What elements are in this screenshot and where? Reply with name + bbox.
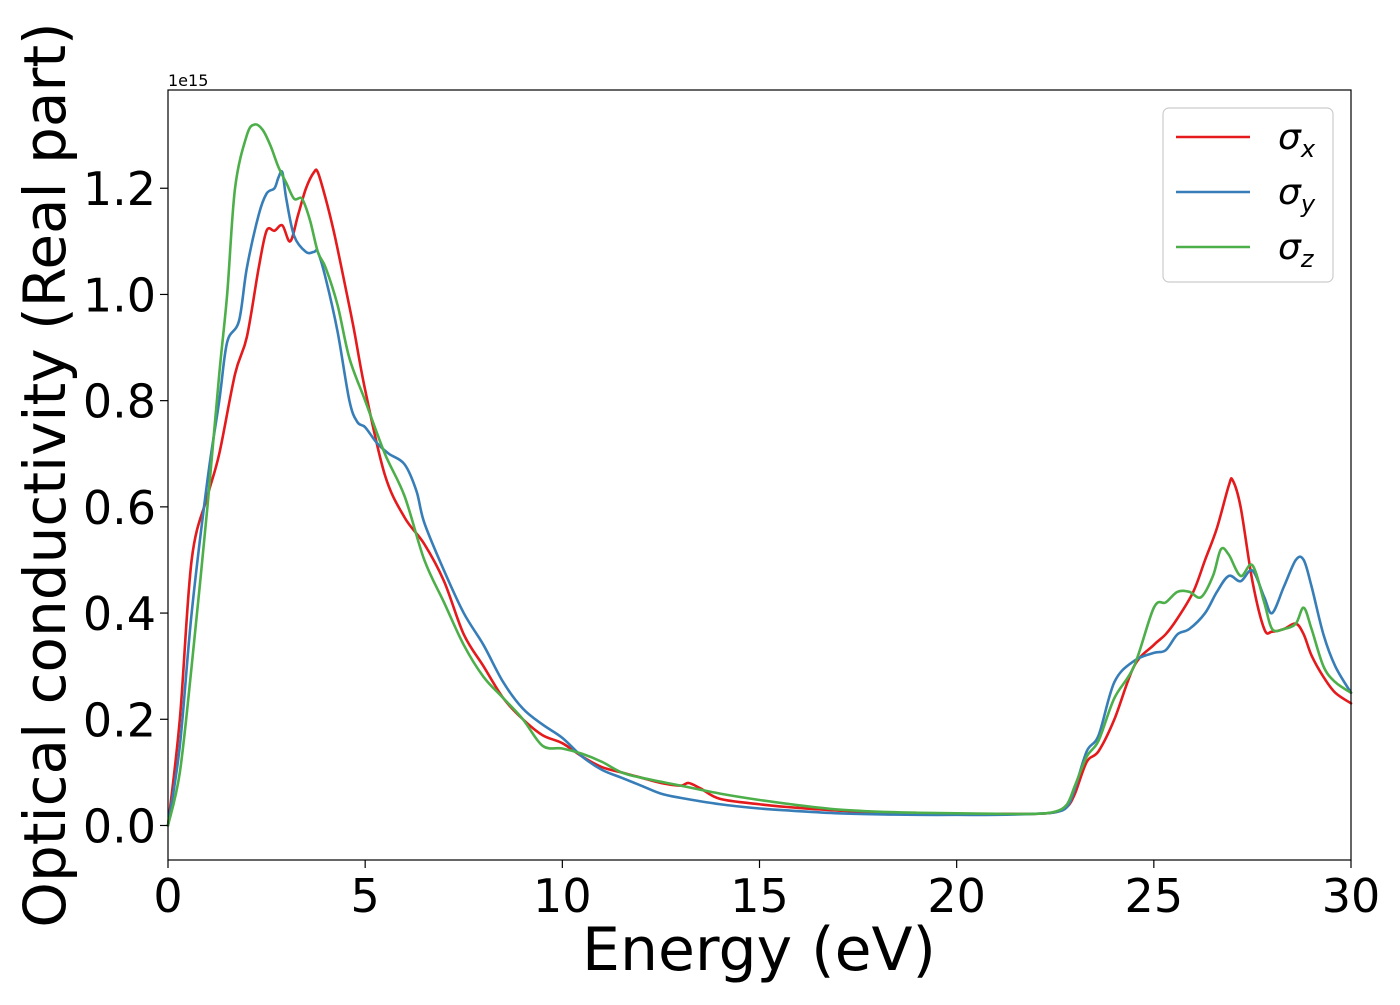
y-axis-multiplier: 1e15	[168, 71, 208, 90]
y-axis: 0.0 0.2 0.4 0.6 0.8 1.0 1.2	[83, 162, 168, 853]
x-tick-label: 30	[1322, 869, 1381, 923]
plot-lines	[166, 123, 1353, 827]
series-line-sigma-z	[166, 123, 1353, 827]
x-tick-label: 10	[533, 869, 592, 923]
y-tick-label: 1.2	[83, 162, 156, 216]
x-tick-label: 20	[927, 869, 986, 923]
x-tick-label: 5	[351, 869, 380, 923]
y-axis-label: Optical conductivity (Real part)	[11, 22, 79, 927]
y-tick-label: 1.0	[83, 268, 156, 322]
y-tick-label: 0.6	[83, 481, 156, 535]
x-tick-label: 25	[1125, 869, 1184, 923]
y-tick-label: 0.2	[83, 693, 156, 747]
x-axis: 0 5 10 15 20 25 30	[153, 860, 1380, 923]
y-tick-label: 0.0	[83, 799, 156, 853]
x-tick-label: 15	[730, 869, 789, 923]
x-axis-label: Energy (eV)	[582, 915, 936, 985]
y-tick-label: 0.4	[83, 587, 156, 641]
legend-box	[1162, 107, 1334, 283]
x-tick-label: 0	[153, 869, 182, 923]
y-tick-label: 0.8	[83, 375, 156, 429]
